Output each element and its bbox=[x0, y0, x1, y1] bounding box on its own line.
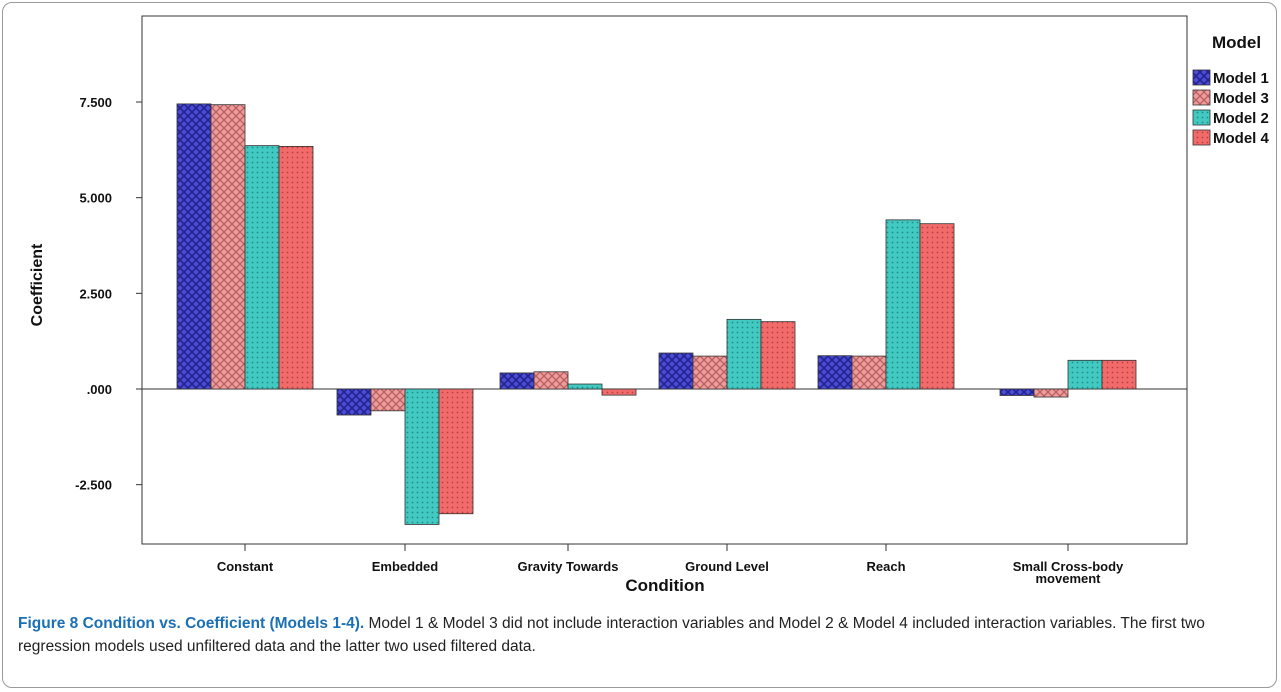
legend-title: Model bbox=[1212, 33, 1261, 52]
bar-model-4-5 bbox=[919, 223, 955, 390]
legend-swatch bbox=[1192, 89, 1211, 106]
x-tick-label: Reach bbox=[866, 559, 905, 574]
bar-model-1-1 bbox=[176, 103, 212, 390]
bar-model-3-5 bbox=[851, 355, 887, 390]
bar-model-2-5 bbox=[885, 219, 921, 390]
figure-caption: Figure 8 Condition vs. Coefficient (Mode… bbox=[18, 612, 1263, 658]
bar-model-1-2 bbox=[336, 388, 372, 416]
x-tick-label: Ground Level bbox=[685, 559, 769, 574]
x-axis-label: Condition bbox=[625, 576, 704, 595]
x-tick-label: Constant bbox=[217, 559, 274, 574]
y-tick-label: 2.500 bbox=[79, 286, 112, 301]
bar-model-2-1 bbox=[244, 145, 280, 390]
legend-swatch bbox=[1192, 109, 1211, 126]
bar-model-1-3 bbox=[499, 372, 535, 390]
bar-model-4-3 bbox=[601, 388, 637, 396]
bar-model-3-4 bbox=[692, 355, 728, 390]
bar-model-2-2 bbox=[404, 388, 440, 525]
y-tick-label: 7.500 bbox=[79, 95, 112, 110]
y-tick-label: -2.500 bbox=[75, 478, 112, 493]
bar-model-2-3 bbox=[567, 383, 603, 390]
y-tick-label: .000 bbox=[87, 382, 112, 397]
caption-text: Model 1 & Model 3 did not include intera… bbox=[18, 615, 1205, 655]
x-tick-label: Embedded bbox=[372, 559, 439, 574]
legend-label: Model 4 bbox=[1213, 130, 1269, 147]
legend-swatch bbox=[1192, 69, 1211, 86]
x-tick-label: movement bbox=[1035, 571, 1101, 586]
legend-label: Model 1 bbox=[1213, 70, 1269, 87]
bar-model-2-4 bbox=[726, 318, 762, 390]
bar-model-4-2 bbox=[438, 388, 474, 515]
bars-group bbox=[176, 103, 1137, 525]
legend: Model Model 1 Model 3 Model 2 Model 4 bbox=[1192, 33, 1269, 147]
bar-model-4-6 bbox=[1101, 359, 1137, 390]
y-axis-ticks: -2.500 .000 2.500 5.000 7.500 bbox=[75, 95, 142, 493]
bar-model-3-2 bbox=[370, 388, 406, 412]
bar-model-1-5 bbox=[817, 355, 853, 390]
plot-area-border bbox=[141, 15, 1188, 545]
bar-model-4-1 bbox=[278, 145, 314, 390]
bar-model-3-1 bbox=[210, 104, 246, 390]
bar-model-1-4 bbox=[658, 352, 694, 390]
legend-label: Model 2 bbox=[1213, 110, 1269, 127]
legend-swatch bbox=[1192, 129, 1211, 146]
bar-model-3-3 bbox=[533, 371, 569, 390]
x-axis-ticks: Constant Embedded Gravity Towards Ground Le… bbox=[217, 544, 1124, 586]
caption-title: Figure 8 Condition vs. Coefficient (Mode… bbox=[18, 615, 365, 632]
y-tick-label: 5.000 bbox=[79, 191, 112, 206]
y-axis-label: Coefficient bbox=[29, 243, 46, 326]
bar-model-2-6 bbox=[1067, 359, 1103, 390]
bar-model-4-4 bbox=[760, 321, 796, 390]
x-tick-label: Small Cross-body bbox=[1013, 559, 1124, 574]
bar-model-1-6 bbox=[999, 388, 1035, 396]
bar-model-3-6 bbox=[1033, 388, 1069, 398]
legend-label: Model 3 bbox=[1213, 90, 1269, 107]
x-tick-label: Gravity Towards bbox=[518, 559, 619, 574]
bar-chart: -2.500 .000 2.500 5.000 7.500 Constant Embedd… bbox=[29, 15, 1269, 595]
